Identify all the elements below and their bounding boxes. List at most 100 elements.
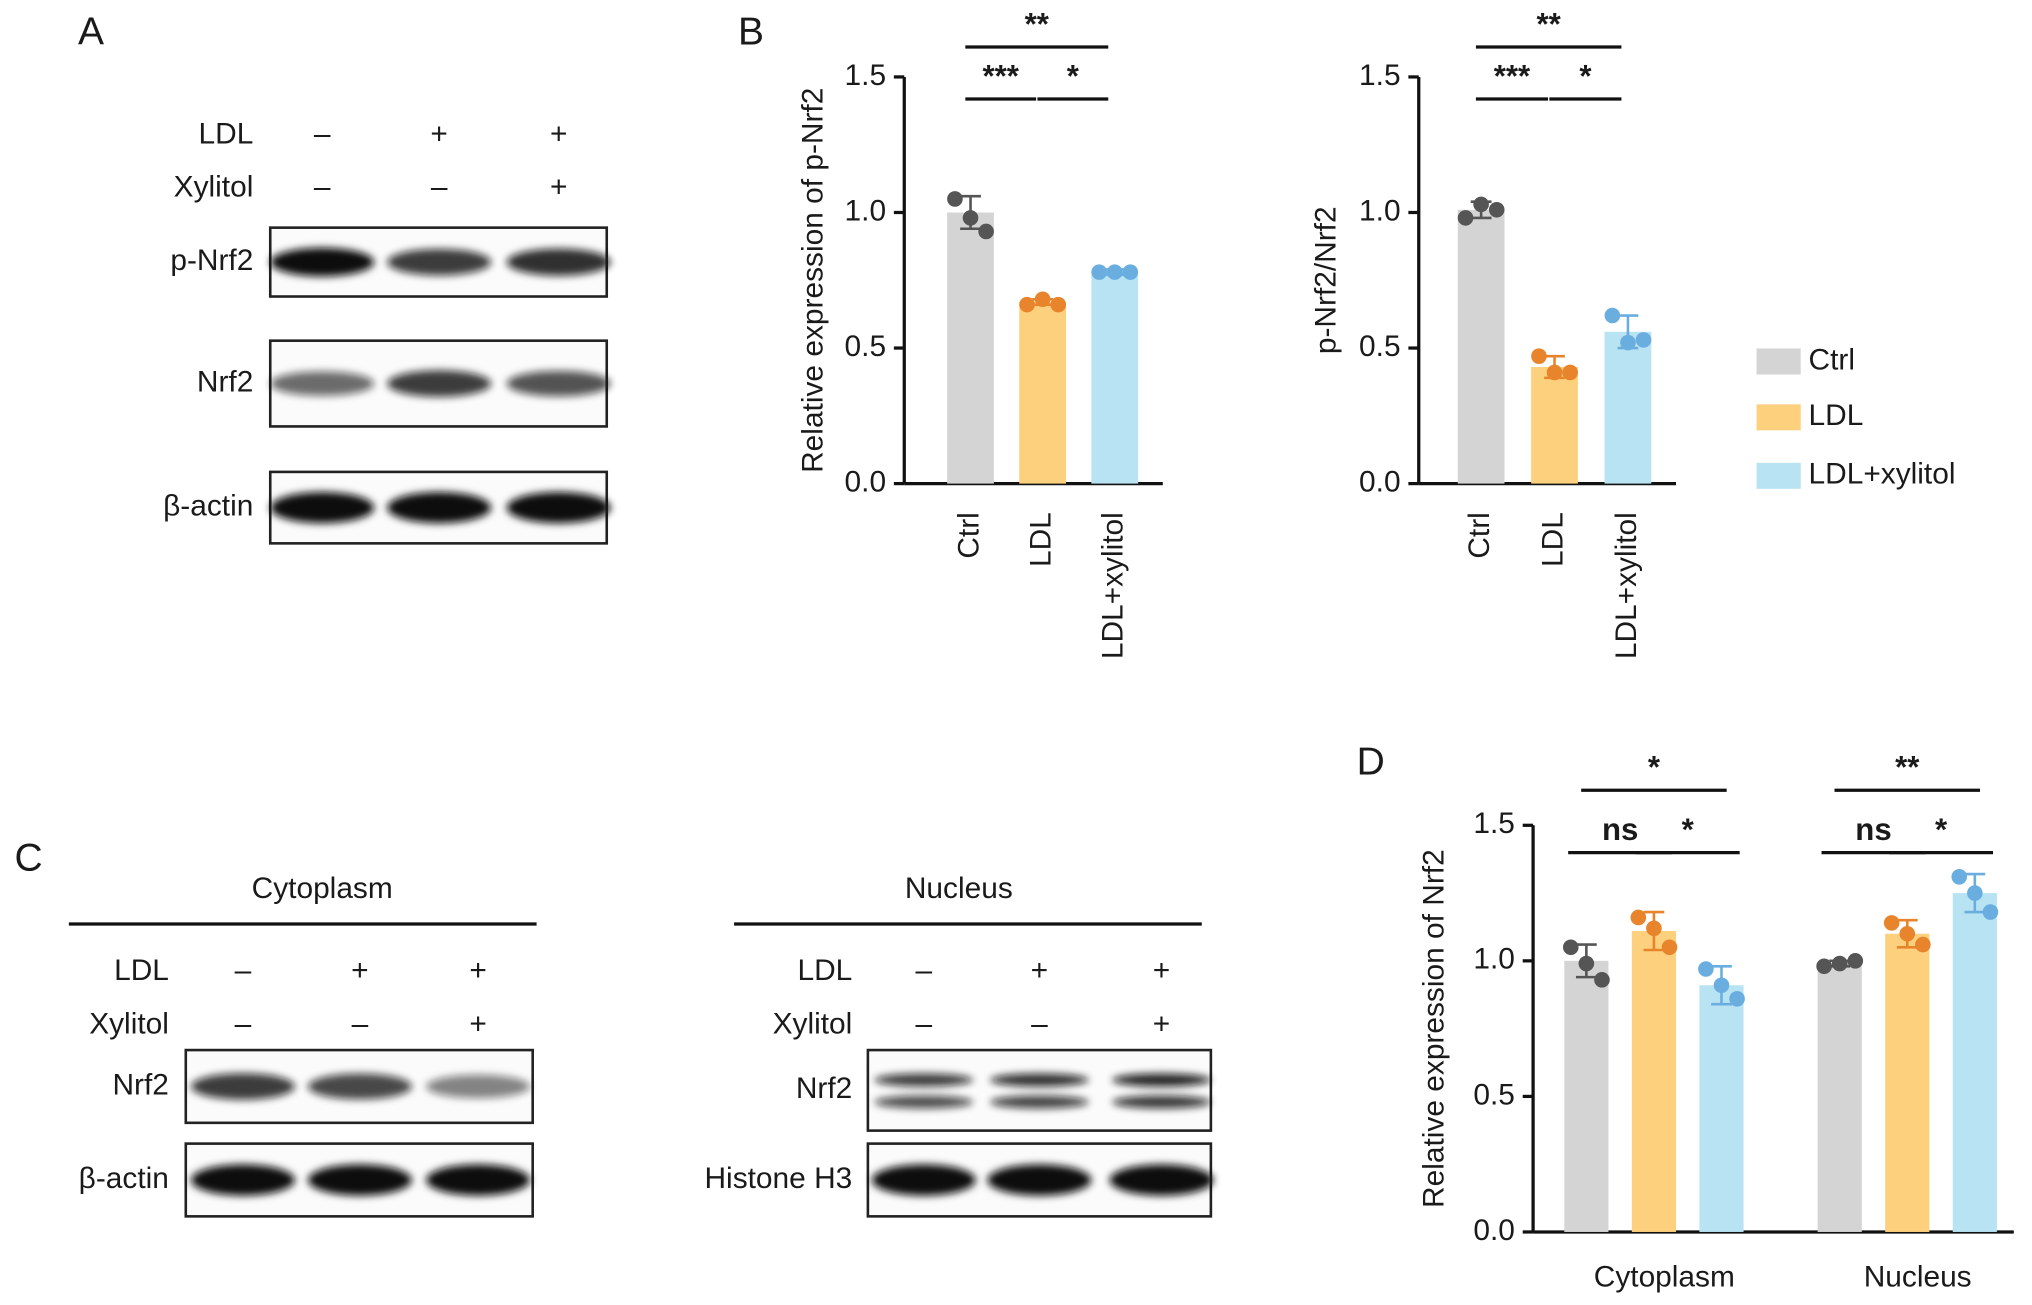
band [1112,1073,1211,1087]
band-label: β-actin [79,1162,169,1195]
y-tick-label: 1.0 [1359,194,1401,227]
x-tick-label: LDL+xylitol [1097,512,1130,659]
y-tick-label: 1.5 [1473,807,1515,840]
significance-label: ** [1025,7,1050,42]
bar [1564,960,1609,1232]
treatment-label: Xylitol [773,1007,853,1040]
treatment-sign: – [352,1007,369,1040]
band [990,1095,1089,1109]
panel-label: A [78,10,104,53]
data-point [1831,955,1848,972]
legend-label: Ctrl [1809,343,1855,376]
band [190,1164,295,1196]
data-point [1729,991,1745,1007]
bar [1091,272,1139,484]
panel-label: D [1357,741,1385,784]
y-tick-label: 1.5 [845,59,887,92]
legend-label: LDL+xylitol [1809,458,1956,491]
y-tick-label: 0.5 [1359,330,1401,363]
data-point [1604,307,1621,324]
treatment-label: Xylitol [89,1007,169,1040]
treatment-sign: – [314,117,331,150]
bar [1699,985,1744,1232]
significance-label: * [1682,812,1695,847]
significance-label: * [1648,750,1661,785]
y-tick-label: 1.0 [845,194,887,227]
treatment-sign: – [314,171,331,204]
x-tick-label: Ctrl [952,512,985,558]
y-tick-label: 1.0 [1473,943,1515,976]
data-point [1967,885,1983,901]
treatment-sign: + [351,954,368,987]
band [270,492,375,524]
band [190,1073,295,1100]
bar [1457,209,1505,484]
significance-label: ** [1537,7,1562,42]
data-point [1951,869,1968,885]
y-tick-label: 0.0 [1473,1214,1515,1247]
significance-label: *** [1494,58,1531,93]
significance-label: * [1067,58,1080,93]
band-label: β-actin [163,490,253,523]
data-point [1594,972,1610,988]
band [270,247,375,277]
treatment-label: LDL [797,954,852,987]
data-point [1630,909,1647,926]
data-point [1883,915,1900,931]
band [387,248,492,276]
panel-label: C [15,837,43,880]
data-point [978,223,994,240]
data-point [1661,939,1678,956]
y-axis-label: Relative expression of p-Nrf2 [797,88,830,473]
band [1112,1095,1211,1109]
data-point [1473,196,1489,213]
panel-label: B [738,10,764,53]
x-tick-label: LDL [1025,512,1058,567]
blot-title: Cytoplasm [252,872,393,905]
significance-label: ns [1855,812,1891,847]
treatment-label: LDL [199,117,254,150]
treatment-sign: – [915,954,932,987]
band [307,1164,412,1196]
band [1109,1164,1214,1196]
treatment-sign: – [1031,1007,1048,1040]
x-tick-label: LDL [1536,512,1569,567]
significance-label: ns [1602,812,1638,847]
data-point [1531,348,1547,364]
y-tick-label: 0.0 [845,465,887,498]
data-point [1562,939,1579,956]
band-label: p-Nrf2 [170,244,253,277]
y-tick-label: 0.5 [845,330,887,363]
treatment-sign: + [550,117,567,150]
bar [1604,331,1652,484]
bar [1817,963,1862,1232]
band-label: Nrf2 [197,365,253,398]
data-point [1019,296,1035,313]
data-point [1457,210,1474,226]
treatment-sign: + [1153,1007,1170,1040]
data-point [1982,904,1999,920]
treatment-sign: – [235,954,252,987]
data-point [1646,920,1662,937]
y-axis-label: p-Nrf2/Nrf2 [1310,206,1343,354]
band [387,492,492,524]
band-label: Nrf2 [796,1072,852,1105]
data-point [1488,201,1505,218]
data-point [1034,291,1051,308]
treatment-sign: – [431,171,448,204]
significance-label: *** [983,58,1020,93]
band [506,370,611,397]
band [506,248,611,276]
band [987,1164,1092,1196]
band [506,492,611,524]
legend-swatch [1756,348,1801,375]
treatment-sign: + [1153,954,1170,987]
bar [1952,893,1997,1232]
treatment-label: Xylitol [174,171,254,204]
data-point [1562,364,1578,381]
data-point [1091,264,1107,280]
significance-label: * [1579,58,1592,93]
bar [1019,301,1067,484]
y-tick-label: 0.5 [1473,1078,1515,1111]
x-tick-label: Nucleus [1864,1261,1972,1294]
